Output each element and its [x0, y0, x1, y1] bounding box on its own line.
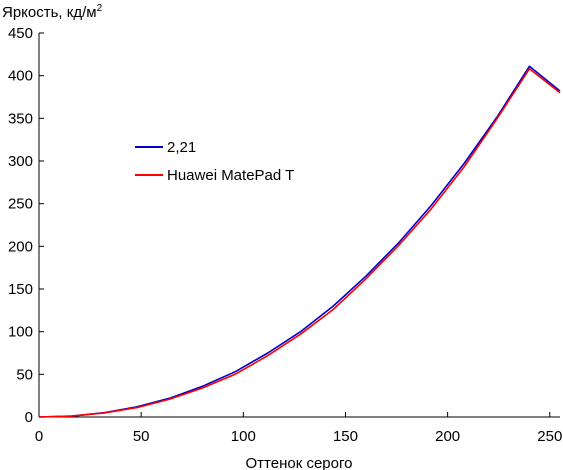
y-axis-label-superscript: 2 — [97, 3, 103, 14]
axes — [38, 33, 560, 418]
y-tick-label: 100 — [8, 324, 33, 341]
series-line-1 — [38, 65, 561, 418]
x-tick-label: 150 — [333, 428, 358, 445]
y-tick-label: 200 — [8, 238, 33, 255]
x-tick-label: 100 — [231, 428, 256, 445]
y-axis-ticks: 0 50 100 150 200 250 300 350 400 450 — [8, 25, 44, 426]
legend-label-1: 2,21 — [167, 139, 196, 156]
y-axis-label-text: Яркость, кд/м — [2, 4, 97, 21]
series-lines — [38, 65, 561, 418]
legend-label-2: Huawei MatePad T — [167, 167, 294, 184]
y-tick-label: 50 — [16, 366, 33, 383]
y-tick-label: 350 — [8, 110, 33, 127]
y-tick-label: 250 — [8, 196, 33, 213]
x-axis-label: Оттенок серого — [246, 455, 353, 470]
x-tick-label: 200 — [435, 428, 460, 445]
x-tick-label: 250 — [537, 428, 562, 445]
x-tick-label: 50 — [133, 428, 150, 445]
y-tick-label: 0 — [25, 409, 33, 426]
series-line-2 — [38, 68, 561, 418]
y-tick-label: 400 — [8, 68, 33, 85]
y-tick-label: 300 — [8, 153, 33, 170]
y-tick-label: 450 — [8, 25, 33, 42]
x-axis-ticks: 0 50 100 150 200 250 — [35, 412, 562, 445]
y-axis-label: Яркость, кд/м2 — [2, 3, 103, 21]
y-tick-label: 150 — [8, 281, 33, 298]
x-tick-label: 0 — [35, 428, 43, 445]
legend: 2,21 Huawei MatePad T — [135, 139, 294, 184]
